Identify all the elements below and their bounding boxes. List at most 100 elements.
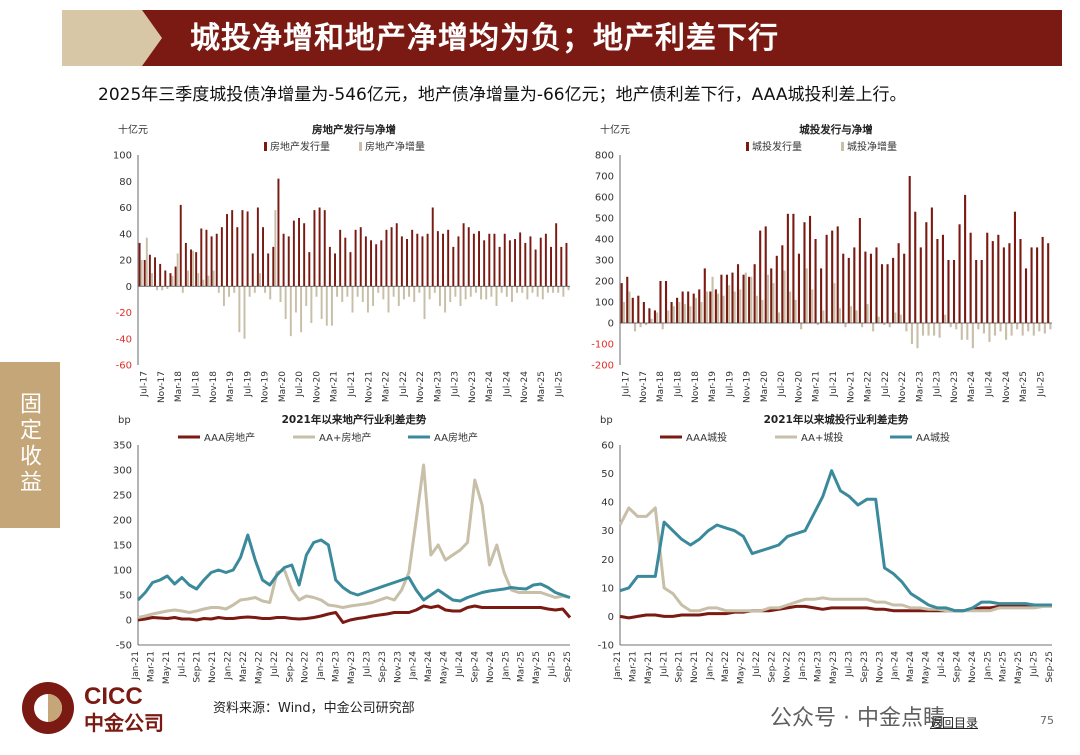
x-tick-label: Jan-23	[316, 651, 326, 681]
bar-mark	[792, 213, 795, 323]
bar-mark	[557, 286, 560, 293]
bar-mark	[789, 291, 792, 323]
bar-mark	[858, 218, 861, 323]
bar-mark	[980, 260, 983, 323]
x-tick-label: Jul-23	[933, 371, 943, 398]
bar-mark	[416, 233, 419, 287]
x-tick-label: Mar-21	[812, 371, 822, 402]
section-side-tab[interactable]: 固定收益	[0, 362, 60, 528]
x-tick-label: Jul-21	[347, 371, 357, 398]
bar-mark	[941, 234, 944, 323]
legend-label: AA+房地产	[319, 431, 371, 444]
bar-mark	[714, 289, 717, 323]
x-tick-label: Mar-24	[424, 651, 434, 682]
chart-svg: 十亿元 房地产发行与净增 -60 -40 -20 0 20 40 60 80 100 房地产发行量 房地…	[113, 123, 570, 403]
x-tick-label: Jul-17	[140, 371, 150, 398]
chart-title: 城投发行与净增	[799, 123, 873, 136]
bar-mark	[305, 286, 308, 306]
bar-mark	[997, 234, 1000, 323]
x-tick-label: Sep-22	[767, 651, 777, 683]
x-tick-label: Mar-21	[330, 371, 340, 402]
series-line	[137, 604, 572, 624]
x-tick-label: Mar-22	[382, 371, 392, 402]
bar-mark	[844, 323, 847, 328]
x-tick-label: Sep-24	[470, 651, 480, 683]
x-tick-label: Jan-21	[613, 651, 623, 681]
bar-mark	[269, 286, 272, 300]
x-tick-label: May-24	[440, 651, 450, 684]
bar-mark	[565, 242, 568, 287]
bar-mark	[426, 233, 429, 287]
lgfv-issuance-chart: 十亿元 城投发行与净增 -200 -100 0 100 200 300 400 500 600 700…	[582, 115, 1062, 415]
bar-mark	[831, 230, 834, 323]
x-tick-label: Mar-25	[1019, 371, 1029, 402]
bar-mark	[418, 286, 421, 293]
bar-mark	[313, 210, 316, 287]
bar-mark	[217, 286, 220, 293]
y-tick-label: 50	[119, 591, 132, 602]
bar-mark	[438, 286, 441, 306]
bar-mark	[853, 247, 856, 323]
bar-mark	[400, 236, 403, 287]
bar-mark	[947, 260, 950, 323]
back-to-contents-link[interactable]: 返回目录	[930, 716, 979, 730]
bar-mark	[253, 286, 256, 293]
bar-mark	[916, 323, 919, 349]
x-tick-label: Nov-21	[690, 651, 700, 683]
y-tick-label: 50	[601, 469, 614, 480]
bar-mark	[1002, 247, 1005, 323]
chart-svg: 十亿元 城投发行与净增 -200 -100 0 100 200 300 400 500 600 700…	[591, 123, 1052, 403]
legend-swatch	[841, 142, 844, 151]
series-line	[619, 469, 1052, 613]
x-tick-label: Nov-21	[208, 651, 218, 683]
x-tick-label: Jan-25	[983, 651, 993, 681]
x-tick-label: Mar-19	[226, 371, 236, 402]
bar-mark	[925, 222, 928, 323]
bar-mark	[148, 254, 151, 287]
y-tick-label: -10	[598, 641, 614, 652]
x-tick-label: Jul-18	[191, 371, 201, 398]
bar-mark	[529, 236, 532, 287]
bar-mark	[1049, 323, 1052, 330]
x-tick-label: Nov-21	[846, 371, 856, 403]
bar-mark	[472, 233, 475, 287]
bar-mark	[560, 246, 563, 287]
bar-mark	[681, 291, 684, 323]
bar-mark	[694, 297, 697, 323]
bar-mark	[490, 286, 493, 297]
bar-mark	[755, 295, 758, 323]
x-tick-label: Mar-20	[278, 371, 288, 402]
bar-mark	[493, 233, 496, 287]
bar-mark	[1027, 323, 1030, 332]
bar-mark	[179, 204, 182, 287]
x-tick-label: Nov-24	[1002, 371, 1012, 403]
x-tick-label: Mar-23	[433, 371, 443, 402]
bar-mark	[382, 286, 385, 300]
bar-mark	[836, 226, 839, 323]
x-tick-label: Nov-24	[486, 651, 496, 683]
bar-mark	[539, 237, 542, 287]
y-tick-label: 150	[113, 541, 132, 552]
bar-mark	[272, 246, 275, 287]
series-line	[137, 463, 571, 619]
bar-mark	[927, 323, 930, 336]
x-tick-label: Jul-23	[362, 651, 372, 678]
bar-mark	[775, 255, 778, 323]
y-unit-label: 十亿元	[118, 123, 148, 136]
bar-mark	[359, 227, 362, 287]
bar-mark	[462, 223, 465, 287]
x-tick-label: Mar-21	[628, 651, 638, 682]
bar-mark	[251, 253, 254, 287]
x-tick-label: Nov-17	[157, 371, 167, 403]
bar-mark	[298, 218, 300, 287]
bar-mark	[637, 295, 640, 323]
x-tick-label: Nov-22	[416, 371, 426, 403]
bar-mark	[700, 302, 703, 323]
bar-mark	[786, 213, 789, 323]
bar-mark	[519, 232, 522, 287]
x-tick-label: Jul-24	[455, 651, 465, 678]
bar-mark	[781, 245, 784, 323]
y-tick-label: 100	[113, 566, 132, 577]
bar-mark	[510, 286, 513, 302]
x-tick-label: Sep-21	[675, 651, 685, 683]
